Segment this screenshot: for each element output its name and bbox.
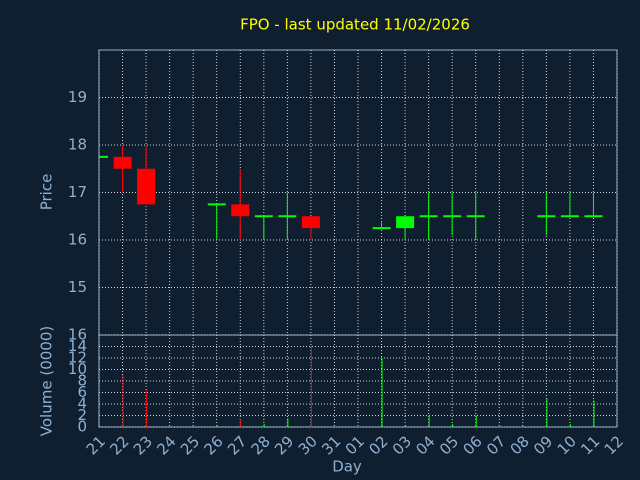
plot: 1615161718190246810121421222324252627282… <box>68 49 627 459</box>
candle-body <box>231 204 250 217</box>
candle-body <box>396 216 415 229</box>
chart-title: FPO - last updated 11/02/2026 <box>240 16 470 34</box>
candle-body <box>113 156 132 169</box>
volume-tick-label: 4 <box>77 395 87 413</box>
volume-tick-label: 8 <box>77 372 87 390</box>
candle-body <box>301 216 320 229</box>
volume-tick-label: 6 <box>77 383 87 401</box>
volume-axis-label: Volume (0000) <box>38 326 56 436</box>
y-axis-label: Price <box>38 174 56 211</box>
volume-tick-label: 14 <box>68 337 87 355</box>
y-tick-label: 16 <box>68 231 87 249</box>
volume-tick-label: 2 <box>77 406 87 424</box>
y-tick-label: 16 <box>68 326 87 344</box>
y-tick-label: 19 <box>68 88 87 106</box>
volume-tick-label: 10 <box>68 360 87 378</box>
volume-tick-label: 12 <box>68 349 87 367</box>
y-tick-label: 18 <box>68 136 87 154</box>
y-tick-label: 17 <box>68 183 87 201</box>
y-tick-label: 15 <box>68 278 87 296</box>
x-axis-label: Day <box>332 458 362 476</box>
volume-tick-label: 0 <box>77 418 87 436</box>
candles <box>99 145 603 240</box>
candle-body <box>137 168 156 205</box>
